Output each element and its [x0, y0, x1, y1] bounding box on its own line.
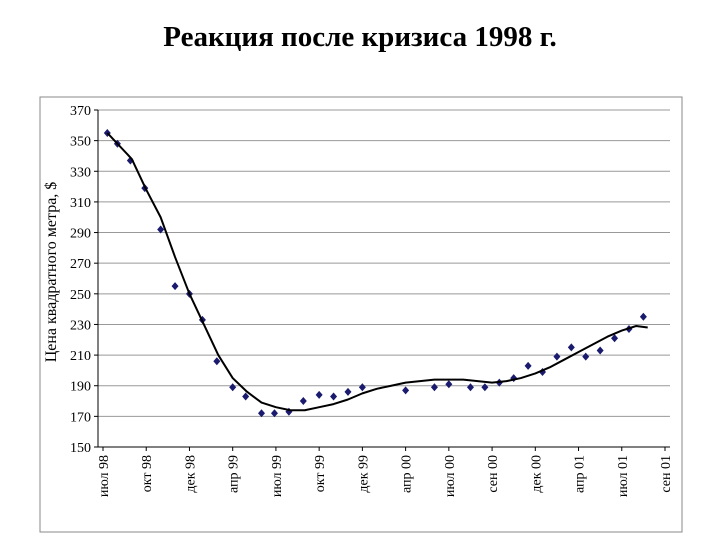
- data-point: [402, 386, 410, 395]
- y-tick-label: 170: [70, 410, 91, 425]
- y-tick-label: 250: [70, 288, 91, 303]
- data-point: [481, 383, 489, 392]
- y-tick-label: 210: [70, 349, 91, 364]
- x-tick-label: окт 98: [140, 455, 155, 492]
- x-tick-label: дек 98: [183, 455, 198, 493]
- x-tick-label: апр 01: [573, 455, 588, 493]
- x-tick-label: июл 99: [270, 455, 285, 497]
- data-point: [330, 392, 338, 401]
- y-tick-label: 190: [70, 380, 91, 395]
- data-point: [315, 390, 323, 399]
- x-tick-label: дек 00: [529, 455, 544, 493]
- chart-frame: [39, 96, 683, 533]
- data-point: [270, 409, 278, 418]
- data-point: [157, 225, 165, 234]
- x-tick-label: июл 98: [97, 455, 112, 497]
- x-tick-label: апр 00: [400, 455, 415, 493]
- data-point: [582, 352, 590, 361]
- data-point: [171, 282, 179, 291]
- x-tick-label: дек 99: [356, 455, 371, 493]
- data-point: [299, 397, 307, 406]
- data-point: [358, 383, 366, 392]
- chart-title: Реакция после кризиса 1998 г.: [163, 21, 557, 53]
- data-point: [567, 343, 575, 352]
- x-tick-label: сен 00: [486, 455, 501, 493]
- y-tick-label: 330: [70, 165, 91, 180]
- data-point: [430, 383, 438, 392]
- data-point: [344, 387, 352, 396]
- data-point: [242, 392, 250, 401]
- data-point: [258, 409, 266, 418]
- trend-line: [106, 132, 648, 412]
- x-tick-label: июл 00: [443, 455, 458, 497]
- data-point: [639, 312, 647, 321]
- data-point: [466, 383, 474, 392]
- data-point: [229, 383, 237, 392]
- y-tick-label: 150: [70, 441, 91, 456]
- y-tick-label: 290: [70, 227, 91, 242]
- y-tick-label: 350: [70, 135, 91, 150]
- x-tick-label: окт 99: [313, 455, 328, 492]
- y-tick-label: 370: [70, 104, 91, 119]
- y-tick-label: 270: [70, 257, 91, 272]
- data-point: [524, 361, 532, 370]
- data-point: [596, 346, 604, 355]
- y-tick-label: 310: [70, 196, 91, 211]
- x-tick-label: июл 01: [616, 455, 631, 497]
- data-point: [213, 357, 221, 366]
- y-axis-label: Цена квадратного метра, $: [43, 182, 60, 363]
- x-tick-label: апр 99: [227, 455, 242, 493]
- x-tick-label: сен 01: [659, 455, 674, 493]
- data-point: [611, 334, 619, 343]
- data-point: [445, 380, 453, 389]
- data-point: [553, 352, 561, 361]
- y-tick-label: 230: [70, 318, 91, 333]
